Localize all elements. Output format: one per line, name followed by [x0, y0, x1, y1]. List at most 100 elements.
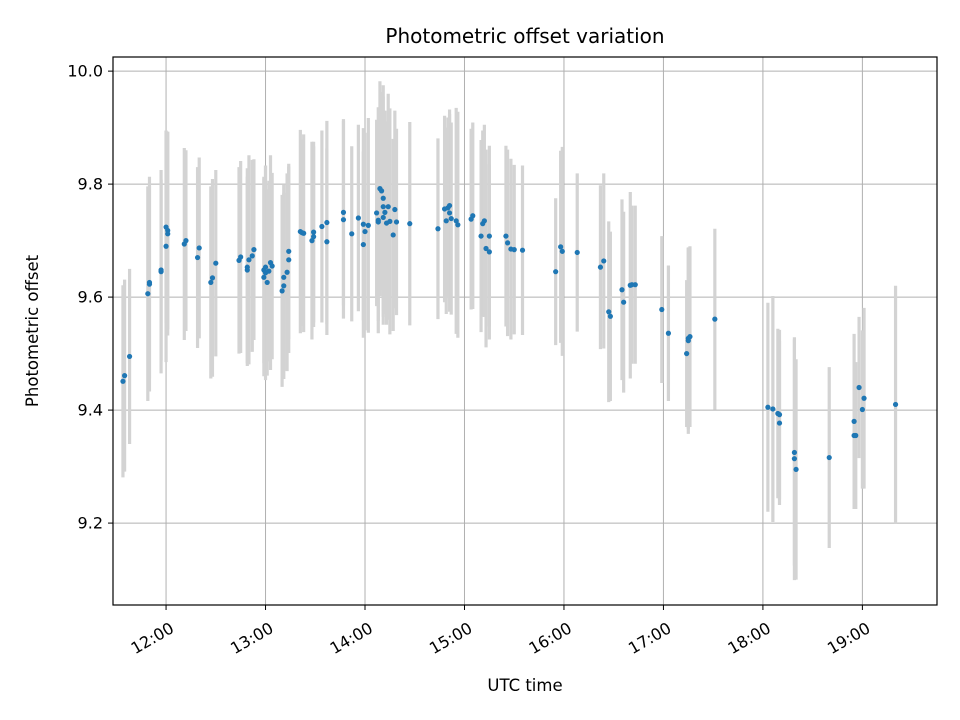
chart-title: Photometric offset variation [385, 24, 664, 48]
data-points [120, 186, 899, 473]
data-point [284, 269, 290, 275]
data-point [382, 209, 388, 215]
data-point [519, 247, 526, 253]
y-tick-label: 9.2 [78, 514, 103, 533]
data-point [504, 240, 511, 246]
data-point [238, 254, 244, 260]
y-tick-label: 9.6 [78, 288, 103, 307]
data-point [684, 350, 690, 357]
data-point [470, 213, 476, 219]
data-point [793, 466, 799, 473]
data-point [665, 330, 672, 336]
data-point [621, 299, 627, 305]
y-tick-label: 9.8 [78, 175, 103, 194]
data-point [553, 269, 559, 275]
data-point [269, 263, 275, 269]
data-point [374, 210, 380, 216]
data-point [380, 214, 386, 221]
data-point [435, 226, 441, 232]
data-point [380, 204, 386, 210]
data-point [340, 217, 347, 223]
data-point [340, 209, 347, 215]
y-axis-label: Photometric offset [23, 254, 42, 407]
data-point [286, 248, 292, 254]
data-point [244, 264, 250, 270]
data-point [486, 233, 492, 239]
x-axis-label: UTC time [487, 676, 562, 695]
data-point [286, 257, 292, 263]
data-point [619, 287, 625, 293]
data-point [251, 247, 257, 253]
data-point [455, 222, 461, 228]
data-point [392, 206, 398, 213]
data-point [776, 412, 783, 418]
data-point [246, 257, 252, 263]
data-point [158, 267, 164, 273]
data-point [856, 384, 862, 391]
data-point [249, 253, 255, 259]
data-point [281, 274, 287, 280]
data-point [165, 227, 171, 234]
data-point [360, 221, 366, 227]
data-point [213, 260, 219, 266]
data-point [853, 432, 859, 439]
data-point [309, 238, 315, 244]
data-point [355, 215, 361, 221]
data-point [209, 275, 216, 281]
data-point [163, 243, 169, 249]
data-point [687, 334, 693, 340]
data-point [194, 254, 201, 261]
data-point [183, 238, 189, 244]
data-point [574, 249, 580, 256]
data-point [486, 249, 492, 255]
data-point [632, 282, 638, 288]
y-axis: 9.2 9.4 9.6 9.8 10.0 [67, 62, 113, 533]
plot-frame [112, 56, 938, 606]
data-point [360, 241, 366, 248]
data-point [362, 228, 368, 235]
data-point [393, 219, 400, 225]
y-tick-label: 10.0 [67, 62, 103, 81]
data-point [791, 456, 798, 462]
data-point [685, 338, 691, 344]
data-point [122, 373, 128, 379]
data-point [453, 218, 459, 224]
data-point [301, 230, 307, 236]
data-point [478, 233, 484, 239]
data-point [861, 395, 867, 401]
data-point [851, 418, 857, 424]
data-point [607, 313, 613, 319]
data-point [559, 248, 565, 254]
data-point [390, 232, 396, 238]
data-point [481, 218, 487, 224]
data-point [264, 279, 270, 286]
data-point [597, 264, 604, 270]
data-point [120, 378, 126, 384]
data-point [319, 223, 325, 230]
data-point [387, 218, 393, 224]
data-point [311, 234, 317, 240]
data-point [511, 247, 517, 253]
data-point [446, 210, 453, 216]
data-point [145, 291, 151, 297]
data-point [765, 404, 771, 410]
data-point [859, 406, 865, 413]
data-point [196, 245, 202, 251]
data-point [448, 215, 454, 222]
data-point [349, 231, 355, 237]
data-point [659, 306, 665, 313]
data-point [208, 279, 214, 286]
data-point [601, 258, 607, 264]
data-point [407, 221, 413, 227]
data-point [266, 268, 272, 274]
data-point [826, 454, 832, 461]
data-point [446, 202, 453, 209]
y-tick-label: 9.4 [78, 401, 103, 420]
data-point [279, 288, 285, 294]
data-point [262, 264, 269, 270]
data-point [776, 420, 783, 426]
data-point [443, 218, 449, 224]
data-point [311, 229, 317, 235]
